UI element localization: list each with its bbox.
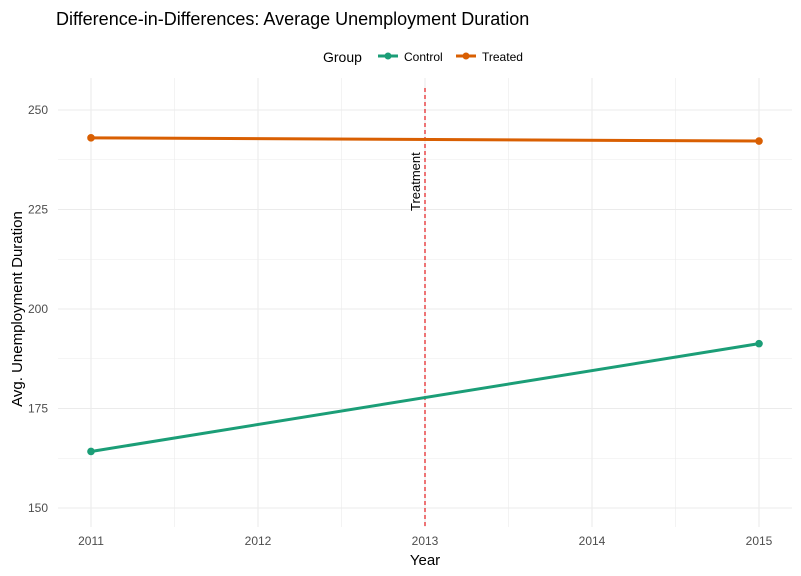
y-axis-ticks: 150 175 200 225 250: [28, 103, 48, 515]
data-point-control: [755, 339, 763, 348]
legend-key-control-point: [384, 52, 392, 60]
y-tick-label: 225: [28, 203, 48, 217]
x-tick-label: 2011: [78, 534, 104, 548]
y-tick-label: 200: [28, 302, 48, 316]
y-tick-label: 250: [28, 103, 48, 117]
legend-label-control: Control: [404, 50, 443, 64]
data-point-treated: [87, 134, 95, 142]
x-tick-label: 2015: [746, 534, 773, 548]
data-point-treated: [755, 137, 763, 145]
chart-title: Difference-in-Differences: Average Unemp…: [56, 9, 529, 29]
series-line-treated: [90, 136, 760, 143]
treatment-annotation: Treatment: [408, 88, 426, 527]
x-tick-label: 2014: [579, 534, 606, 548]
series-layer: [87, 134, 763, 456]
x-axis-ticks: 2011 2012 2013 2014 2015: [78, 534, 773, 548]
legend-title: Group: [323, 49, 362, 65]
legend: Group Control Treated: [323, 49, 523, 65]
legend-item-treated: Treated: [456, 50, 523, 64]
legend-label-treated: Treated: [482, 50, 523, 64]
y-tick-label: 175: [28, 402, 48, 416]
x-tick-label: 2012: [245, 534, 272, 548]
y-axis-label: Avg. Unemployment Duration: [9, 211, 26, 407]
legend-item-control: Control: [378, 50, 443, 64]
legend-key-treated-point: [462, 52, 470, 60]
data-point-control: [87, 447, 95, 456]
treatment-label: Treatment: [408, 152, 423, 211]
y-tick-label: 150: [28, 501, 48, 515]
x-axis-label: Year: [410, 552, 440, 569]
x-tick-label: 2013: [412, 534, 439, 548]
series-line-control: [90, 342, 760, 453]
